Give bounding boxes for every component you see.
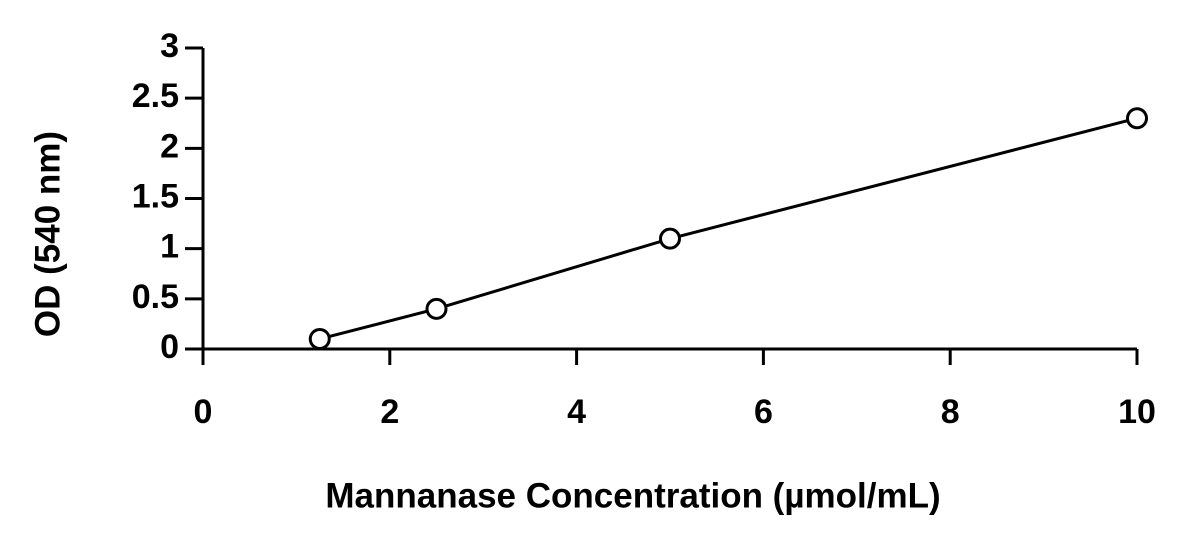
x-tick-label: 0 [194, 393, 213, 431]
data-point [1126, 107, 1148, 130]
data-point [659, 227, 681, 250]
x-tick-label: 4 [567, 393, 586, 431]
data-point [425, 297, 448, 320]
y-tick-label: 2 [160, 127, 179, 165]
x-tick-label: 2 [380, 393, 399, 431]
y-tick-label: 2.5 [132, 77, 179, 115]
x-tick-label: 6 [754, 393, 773, 431]
series-line [319, 116, 1138, 341]
data-point [308, 327, 331, 350]
x-tick-label: 8 [941, 393, 960, 431]
y-tick-label: 0.5 [132, 278, 179, 316]
y-axis-title: OD (540 nm) [28, 131, 67, 337]
y-tick-label: 3 [160, 27, 179, 65]
y-tick-label: 0 [160, 328, 179, 366]
x-axis-title: Mannanase Concentration (µmol/mL) [325, 476, 940, 515]
x-tick-label: 10 [1118, 393, 1156, 431]
y-tick-label: 1 [160, 228, 179, 266]
y-tick-label: 1.5 [132, 177, 179, 215]
